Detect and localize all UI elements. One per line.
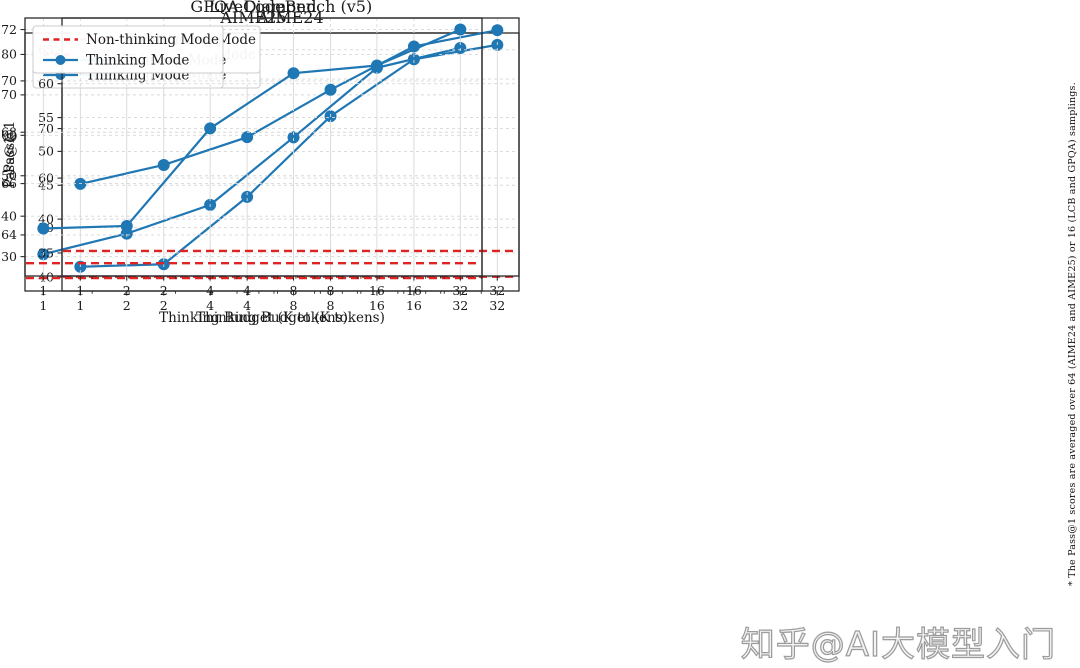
x-tick-label: 1 xyxy=(39,298,47,313)
y-tick-label: 70 xyxy=(1,73,17,88)
chart-gpqa-diamond-canvas: 1 2 4 8 16 32 64 66 68 70 72 GPQA Diamond Thinking B… xyxy=(1,0,483,326)
y-tick-label: 64 xyxy=(1,227,17,242)
y-tick-label: 72 xyxy=(1,22,17,37)
y-tick-label: 40 xyxy=(1,208,17,223)
x-tick-label: 32 xyxy=(489,283,505,298)
y-tick-label: 45 xyxy=(38,178,54,193)
x-tick-label: 8 xyxy=(327,298,335,313)
y-tick-label: 80 xyxy=(1,47,17,62)
thinking-line xyxy=(43,28,461,230)
data-point xyxy=(241,190,254,203)
axis-ticks xyxy=(20,53,461,296)
y-tick-label: 35 xyxy=(38,245,54,260)
chart-title: LiveCodeBench (v5) xyxy=(209,0,372,16)
legend: Non-thinking Mode Thinking Mode xyxy=(32,25,224,74)
y-tick-label: 60 xyxy=(38,76,54,91)
data-point xyxy=(241,131,254,144)
chart-gpqa-diamond: 1 2 4 8 16 32 64 66 68 70 72 GPQA Diamond Thinking B… xyxy=(0,0,540,334)
x-tick-label: 4 xyxy=(243,298,251,313)
x-tick-label: 1 xyxy=(76,283,84,298)
x-tick-label: 8 xyxy=(327,283,335,298)
data-point xyxy=(120,219,133,232)
data-point xyxy=(370,59,383,72)
legend-box xyxy=(32,25,224,74)
x-tick-label: 2 xyxy=(123,298,131,313)
x-tick-label: 16 xyxy=(369,298,385,313)
x-tick-label: 8 xyxy=(290,298,298,313)
x-tick-label: 32 xyxy=(489,298,505,313)
legend-label: Thinking Mode xyxy=(86,53,189,69)
sampling-footnote: * The Pass@1 scores are averaged over 64… xyxy=(1067,82,1078,586)
x-tick-label: 16 xyxy=(406,283,422,298)
x-tick-label: 2 xyxy=(160,283,168,298)
x-axis-label: Thinking Budget (K tokens) xyxy=(196,310,385,326)
y-axis-label: Pass@1 xyxy=(2,121,18,173)
y-tick-label: 50 xyxy=(38,144,54,159)
x-tick-label: 8 xyxy=(290,283,298,298)
data-point xyxy=(287,131,300,144)
x-tick-label: 16 xyxy=(369,283,385,298)
axis-ticks xyxy=(20,29,461,281)
y-tick-label: 66 xyxy=(1,176,17,191)
plot-border xyxy=(24,17,483,277)
x-tick-label: 32 xyxy=(452,298,468,313)
zhihu-watermark: 知乎@AI大模型入门 xyxy=(740,624,1056,665)
x-tick-label: 32 xyxy=(452,283,468,298)
y-tick-label: 60 xyxy=(1,128,17,143)
data-point xyxy=(37,222,50,235)
x-tick-label: 16 xyxy=(406,298,422,313)
y-tick-label: 30 xyxy=(1,249,17,264)
x-tick-label: 2 xyxy=(160,298,168,313)
legend-label: Non-thinking Mode xyxy=(86,32,219,48)
legend-marker-sample xyxy=(55,55,66,65)
x-tick-label: 4 xyxy=(206,298,214,313)
data-point xyxy=(454,23,467,36)
x-tick-label: 2 xyxy=(123,283,131,298)
x-axis-label: Thinking Budget (K tokens) xyxy=(159,310,348,326)
y-tick-label: 68 xyxy=(1,125,17,140)
y-tick-label: 70 xyxy=(1,87,17,102)
data-point xyxy=(204,122,217,135)
data-point xyxy=(324,83,337,96)
x-tick-label: 4 xyxy=(206,283,214,298)
data-point xyxy=(157,158,170,171)
x-tick-label: 1 xyxy=(39,283,47,298)
chart-title: GPQA Diamond xyxy=(190,0,316,16)
data-point xyxy=(491,24,504,37)
x-tick-label: 1 xyxy=(76,298,84,313)
thinking-line xyxy=(80,43,498,268)
y-tick-label: 55 xyxy=(38,110,54,125)
y-tick-label: 50 xyxy=(1,168,17,183)
y-axis-label: Pass@1 xyxy=(2,136,18,188)
data-point xyxy=(287,67,300,80)
thinking-line xyxy=(43,46,461,256)
x-tick-label: 4 xyxy=(243,283,251,298)
y-tick-label: 60 xyxy=(38,170,54,185)
